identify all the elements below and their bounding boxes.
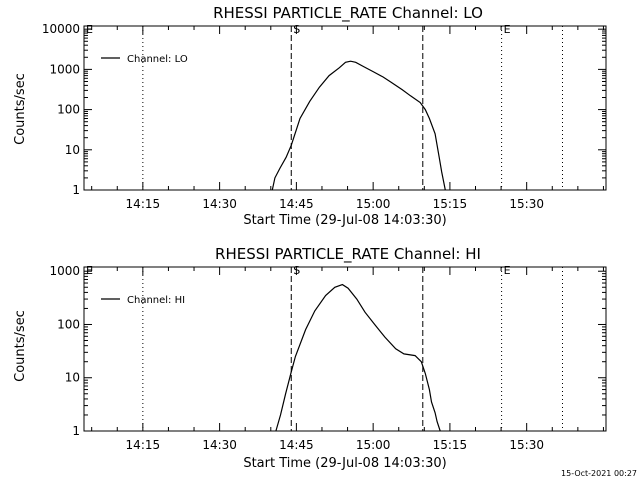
y-tick-label: 100 <box>57 103 80 117</box>
y-axis-label: Counts/sec <box>13 310 28 382</box>
y-axis-ticks: 1 10 100 1000 <box>49 264 606 438</box>
x-tick-label: 15:00 <box>356 197 391 211</box>
x-tick-label: 14:15 <box>126 197 161 211</box>
x-tick-label: 14:30 <box>202 438 237 452</box>
x-tick-label: 15:15 <box>433 438 468 452</box>
marker-label: E <box>504 23 511 36</box>
event-markers: ESE <box>83 23 563 190</box>
y-tick-label: 1000 <box>49 264 80 278</box>
x-axis-ticks: 14:15 14:30 14:45 15:00 15:15 15:30 <box>91 267 604 452</box>
chart-title: RHESSI PARTICLE_RATE Channel: LO <box>213 4 483 23</box>
y-tick-label: 1000 <box>49 62 80 76</box>
x-tick-label: 15:00 <box>356 438 391 452</box>
x-tick-label: 15:30 <box>509 197 544 211</box>
x-tick-label: 14:15 <box>126 438 161 452</box>
y-tick-label: 10 <box>65 143 80 157</box>
y-tick-label: 100 <box>57 317 80 331</box>
timestamp-footer: 15-Oct-2021 00:27 <box>561 469 637 478</box>
y-axis-ticks: 1 10 100 1000 10000 <box>42 22 606 197</box>
series-line-channel-lo <box>271 60 446 191</box>
x-tick-label: 14:45 <box>279 197 314 211</box>
panel-lo: RHESSI PARTICLE_RATE Channel: LO ESE 14:… <box>13 4 607 228</box>
y-tick-label: 10 <box>65 371 80 385</box>
y-tick-label: 1 <box>72 183 80 197</box>
event-markers: ESE <box>83 264 563 431</box>
marker-label: E <box>86 264 93 277</box>
x-axis-ticks: 14:15 14:30 14:45 15:00 15:15 15:30 <box>91 26 604 211</box>
legend-label: Channel: HI <box>127 295 185 306</box>
x-tick-label: 14:45 <box>279 438 314 452</box>
panel-hi: RHESSI PARTICLE_RATE Channel: HI ESE 14:… <box>13 245 607 471</box>
plot-frame <box>83 266 607 432</box>
x-tick-label: 14:30 <box>202 197 237 211</box>
y-tick-label: 10000 <box>42 22 80 36</box>
series-line-channel-hi <box>275 283 441 432</box>
x-axis-label: Start Time (29-Jul-08 14:03:30) <box>243 456 446 471</box>
x-tick-label: 15:15 <box>433 197 468 211</box>
chart-title: RHESSI PARTICLE_RATE Channel: HI <box>215 245 481 264</box>
y-tick-label: 1 <box>72 424 80 438</box>
marker-label: E <box>504 264 511 277</box>
y-axis-label: Counts/sec <box>13 73 28 145</box>
x-axis-label: Start Time (29-Jul-08 14:03:30) <box>243 213 446 228</box>
x-tick-label: 15:30 <box>509 438 544 452</box>
legend-label: Channel: LO <box>127 54 188 65</box>
plot-frame <box>83 25 607 191</box>
